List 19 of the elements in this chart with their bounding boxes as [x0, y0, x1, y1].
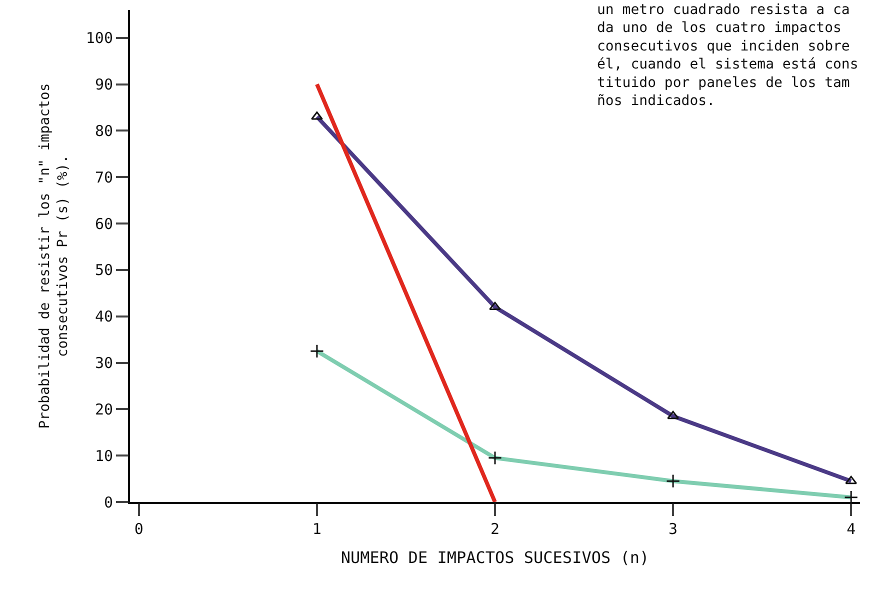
y-tick-label: 40: [94, 308, 113, 326]
y-tick-label: 70: [94, 168, 113, 186]
annotation: un metro cuadrado resista a ca da uno de los cuatro impactos consecutivos que inciden sobre él, cuando el sistema está cons tituido por paneles de los tam ños indicados.: [597, 2, 858, 109]
x-tick-label: 2: [490, 520, 500, 538]
x-tick-label: 3: [668, 520, 678, 538]
y-tick-label: 0: [104, 493, 113, 512]
y-tick-label: 30: [94, 354, 113, 372]
y-tick-label: 60: [94, 214, 113, 233]
y-tick-label: 100: [86, 29, 113, 48]
y-tick-label: 80: [94, 122, 113, 140]
x-tick-label: 0: [134, 520, 144, 538]
y-tick-label: 10: [94, 446, 113, 465]
y-tick-label: 50: [94, 261, 113, 280]
x-tick-label: 4: [846, 520, 856, 538]
y-tick-label: 20: [94, 400, 113, 418]
x-tick-label: 1: [312, 520, 322, 538]
x-axis-title: NUMERO DE IMPACTOS SUCESIVOS (n): [340, 548, 650, 568]
y-tick-label: 90: [94, 76, 113, 94]
y-axis-title: Probabilidad de resistir los "n" impactos consecutivos Pr (s) (%).: [36, 83, 72, 429]
